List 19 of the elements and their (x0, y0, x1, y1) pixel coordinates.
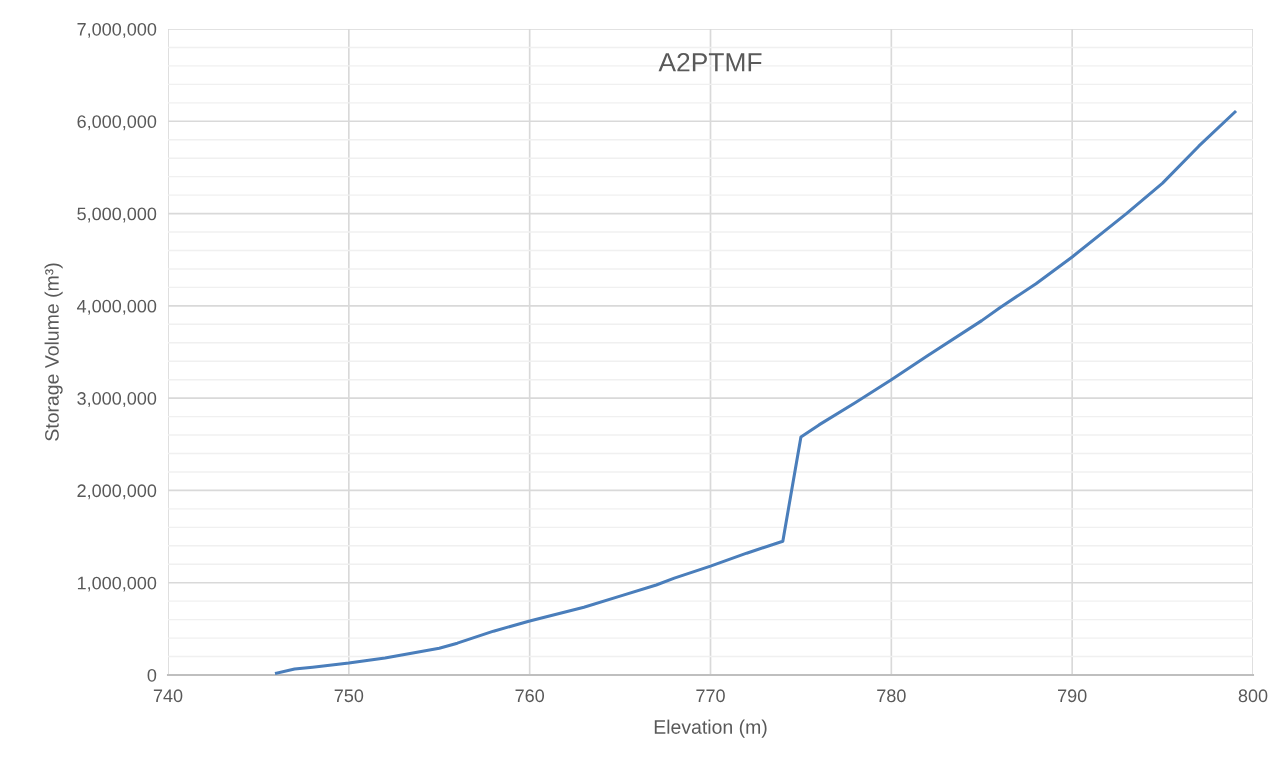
line-series (274, 110, 1237, 675)
x-axis-title: Elevation (m) (654, 719, 767, 738)
y-tick-label: 2,000,000 (77, 484, 157, 500)
y-tick-label: 1,000,000 (77, 576, 157, 592)
y-tick-label: 7,000,000 (77, 22, 157, 38)
y-tick-label: 0 (147, 668, 157, 682)
y-tick-label: 5,000,000 (77, 207, 157, 223)
x-tick-label: 740 (153, 689, 183, 703)
x-tick-label: 780 (877, 689, 906, 703)
x-tick-label: 750 (334, 689, 364, 703)
x-tick-label: 760 (515, 689, 545, 703)
text: A2PTMF (658, 52, 762, 72)
y-tick-label: 3,000,000 (77, 392, 157, 407)
y-tick-label: 6,000,000 (77, 115, 157, 131)
x-tick-label: 790 (1058, 689, 1087, 703)
y-axis-title: Storage Volume (m³) (44, 263, 63, 441)
y-tick-label: 4,000,000 (76, 299, 157, 315)
x-tick-label: 800 (1238, 689, 1268, 703)
x-tick-label: 770 (696, 689, 725, 703)
